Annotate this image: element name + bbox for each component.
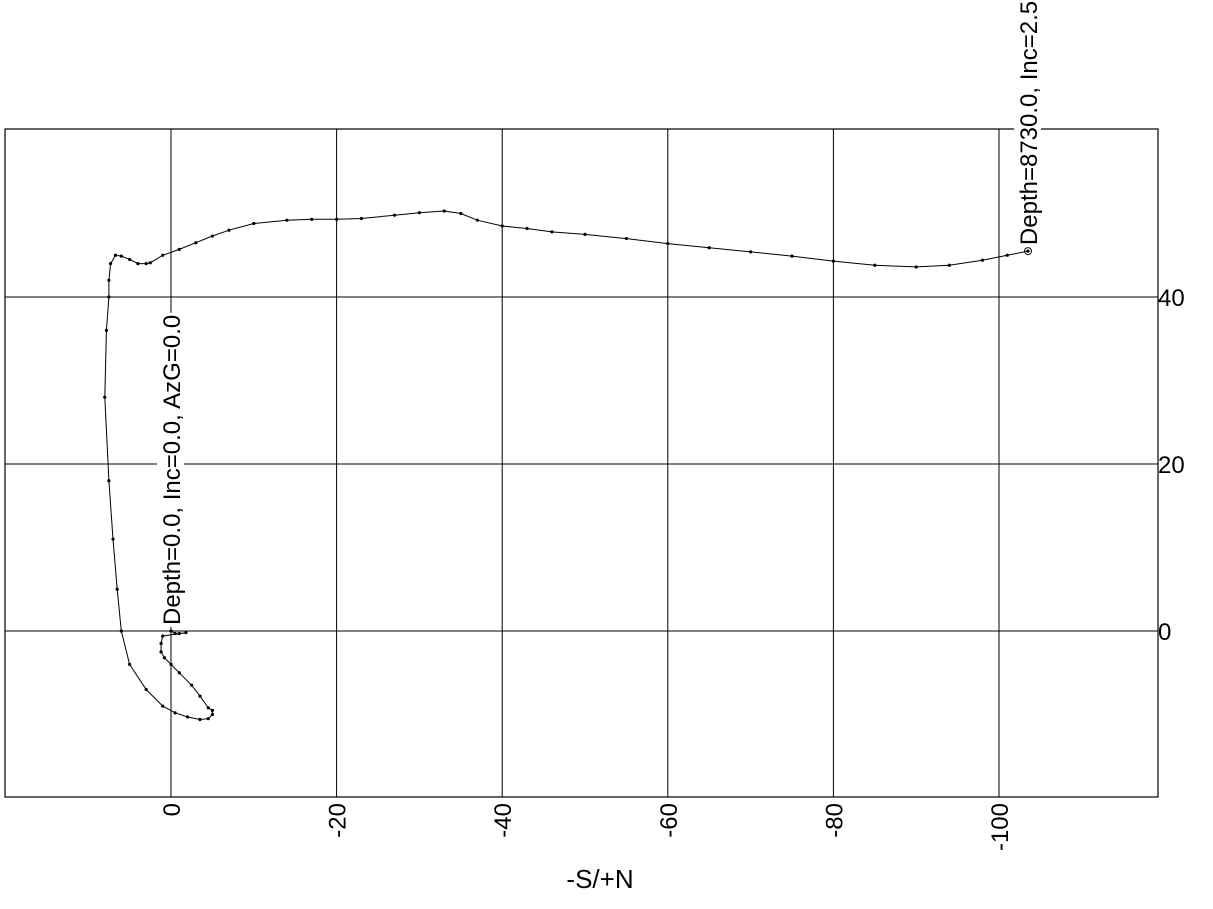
- trajectory-point: [136, 262, 140, 266]
- trajectory-point: [161, 704, 165, 708]
- trajectory-point: [359, 216, 364, 221]
- trajectory-point: [119, 254, 123, 258]
- plot-frame: [4, 128, 1159, 798]
- x-axis-label: -S/+N: [566, 864, 633, 894]
- trajectory-point: [115, 587, 119, 591]
- x-tick-label: -100: [987, 803, 1014, 851]
- trajectory-point: [198, 694, 202, 698]
- trajectory-point: [111, 537, 115, 541]
- trajectory-point: [107, 479, 111, 483]
- trajectory-point: [169, 629, 173, 633]
- trajectory-point: [185, 715, 190, 719]
- trajectory-point: [392, 213, 397, 217]
- point-annotation: Depth=0.0, Inc=0.0, AzG=0.0: [159, 315, 186, 625]
- trajectory-point: [310, 217, 314, 221]
- trajectory-point: [210, 234, 214, 238]
- x-tick-label: -80: [821, 803, 848, 838]
- trajectory-point: [442, 209, 446, 213]
- trajectory-point: [177, 631, 181, 636]
- trajectory-point: [624, 236, 629, 241]
- trajectory-point: [252, 221, 256, 226]
- y-tick-label: 20: [1158, 452, 1185, 479]
- series-group: [103, 209, 1032, 722]
- trajectory-point: [177, 671, 181, 675]
- trajectory-point: [194, 241, 198, 245]
- trajectory-point: [666, 241, 670, 246]
- point-annotation: Depth=8730.0, Inc=2.5, AzG=152.9: [1016, 0, 1043, 245]
- trajectory-point: [107, 278, 111, 282]
- trajectory-point: [144, 262, 148, 266]
- x-tick-label: -20: [325, 803, 352, 838]
- trajectory-point: [198, 717, 202, 722]
- trajectory-point: [459, 211, 463, 216]
- trajectory-point: [128, 257, 132, 262]
- y-tick-labels: 0 20 40: [1158, 285, 1185, 646]
- trajectory-point: [190, 683, 194, 687]
- x-tick-label: -60: [656, 803, 683, 838]
- trajectory-point: [159, 641, 163, 646]
- trajectory-point: [108, 262, 113, 266]
- trajectory-point: [162, 656, 166, 660]
- trajectory-point: [177, 247, 181, 252]
- trajectory-point: [113, 253, 118, 257]
- trajectory-point: [161, 253, 165, 257]
- trajectory-point: [173, 711, 177, 715]
- grid-lines: [5, 129, 1158, 797]
- trajectory-point: [210, 708, 214, 712]
- trajectory-point: [707, 246, 711, 250]
- trajectory-point: [980, 258, 985, 262]
- annotation-background: [1013, 0, 1041, 248]
- trajectory-point: [128, 662, 132, 667]
- x-tick-labels: 0 -20 -40 -60 -80 -100: [159, 803, 1014, 851]
- y-tick-label: 0: [1158, 619, 1171, 646]
- trajectory-point: [417, 211, 421, 215]
- trajectory-point: [169, 662, 173, 667]
- trajectory-point: [119, 629, 123, 633]
- trajectory-point: [550, 230, 554, 234]
- trajectory-point: [206, 706, 210, 710]
- x-tick-label: 0: [159, 803, 186, 816]
- trajectory-point: [749, 250, 753, 254]
- trajectory-point: [144, 687, 148, 692]
- trajectory-point: [1026, 249, 1030, 253]
- trajectory-point: [790, 254, 794, 258]
- trajectory-point: [831, 259, 836, 263]
- trajectory-point: [210, 712, 214, 717]
- trajectory-point: [104, 328, 109, 332]
- trajectory-point: [500, 224, 504, 228]
- trajectory-point: [583, 232, 587, 236]
- trajectory-point: [525, 226, 529, 231]
- trajectory-line: [104, 210, 1029, 721]
- trajectory-point: [107, 295, 111, 299]
- trajectory-point: [206, 717, 210, 721]
- annotation-background: [157, 312, 184, 627]
- trajectory-point: [148, 261, 152, 265]
- trajectory-point: [184, 631, 188, 635]
- y-tick-label: 40: [1158, 285, 1185, 312]
- annotations: Depth=0.0, Inc=0.0, AzG=0.0 Depth=8730.0,…: [157, 0, 1043, 627]
- trajectory-point: [227, 228, 231, 232]
- trajectory-point: [173, 631, 177, 636]
- trajectory-point: [161, 634, 165, 638]
- trajectory-point: [914, 265, 918, 269]
- trajectory-point: [873, 263, 877, 267]
- trajectory-point: [1005, 253, 1009, 257]
- trajectory-point: [947, 263, 951, 267]
- trajectory-point: [475, 218, 479, 222]
- end-point-marker: [1023, 247, 1032, 256]
- trajectory-point: [103, 395, 107, 399]
- trajectory-point: [159, 650, 163, 654]
- x-tick-label: -40: [490, 803, 517, 838]
- trajectory-point: [285, 218, 289, 222]
- trajectory-point: [335, 217, 339, 221]
